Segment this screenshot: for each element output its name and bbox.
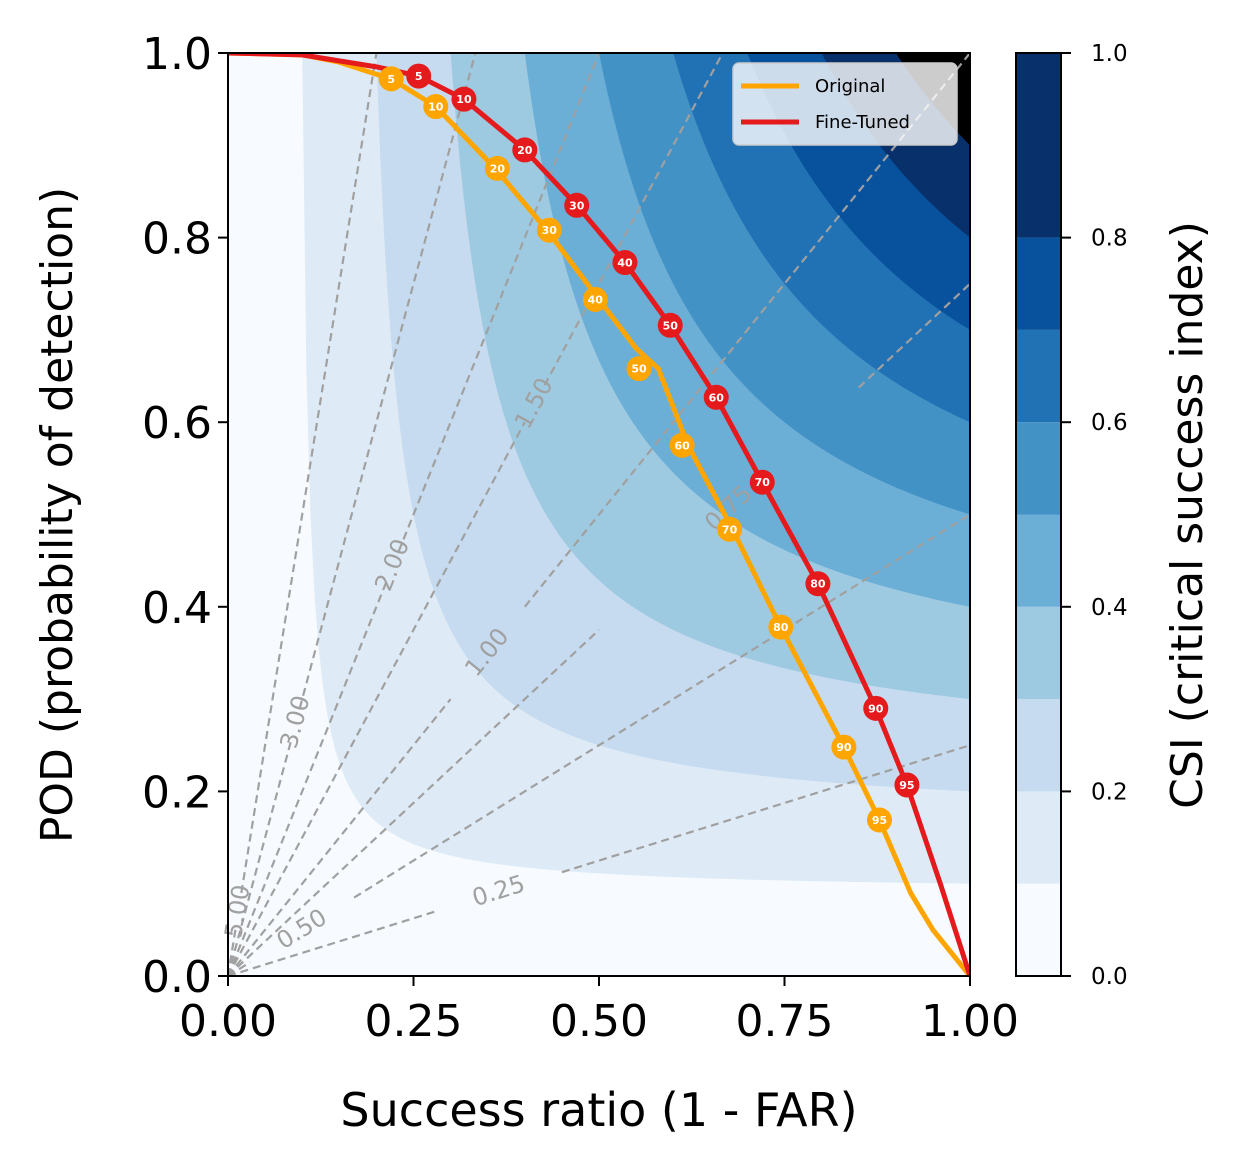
series-marker-label: 20 [490, 162, 506, 175]
colorbar-segment [1016, 53, 1061, 238]
series-marker [612, 250, 638, 276]
series-marker [657, 312, 683, 338]
y-tick-label: 0.0 [142, 952, 212, 1003]
series-marker-label: 5 [415, 70, 423, 83]
colorbar-frame [1015, 52, 1062, 977]
colorbar-tick-label: 0.6 [1091, 410, 1128, 436]
series-marker-label: 50 [631, 363, 647, 376]
series-marker-label: 40 [588, 293, 604, 306]
bias-line [228, 735, 294, 976]
colorbar-segment [1016, 699, 1061, 792]
bias-line [240, 53, 378, 894]
series-marker-label: 80 [810, 578, 826, 591]
y-tick-label: 0.8 [142, 214, 212, 265]
series-marker-label: 30 [542, 224, 558, 237]
bias-line [228, 421, 526, 976]
x-tick-label: 0.00 [179, 996, 277, 1047]
legend-label-original: Original [815, 76, 885, 97]
x-tick-label: 0.50 [550, 996, 648, 1047]
colorbar-tick-label: 0.0 [1091, 964, 1128, 990]
series-marker-label: 95 [872, 814, 887, 827]
series-marker [512, 137, 538, 163]
series-marker [536, 217, 562, 243]
series-marker [805, 571, 831, 597]
y-axis-label: POD (probability of detection) [32, 187, 83, 843]
series-marker [423, 94, 449, 120]
bias-line [228, 629, 600, 976]
colorbar-segment [1016, 237, 1061, 330]
series-marker-label: 60 [709, 391, 725, 404]
x-axis-label: Success ratio (1 - FAR) [340, 1083, 857, 1137]
series-marker-label: 90 [868, 702, 884, 715]
legend: Original Fine-Tuned [732, 62, 958, 146]
colorbar-segment [1016, 791, 1061, 884]
series-marker-label: 20 [517, 144, 533, 157]
bias-line [543, 53, 724, 386]
y-tick-label: 1.0 [142, 29, 212, 80]
y-tick-label: 0.6 [142, 398, 212, 449]
bias-lines [228, 53, 970, 976]
series-marker [378, 66, 404, 92]
colorbar-label: CSI (critical success index) [1162, 221, 1213, 809]
series-marker-label: 95 [899, 779, 914, 792]
series-marker [768, 614, 794, 640]
y-axis: 0.0 0.2 0.4 0.6 0.8 1.0 [142, 29, 228, 1003]
bias-line [298, 53, 477, 709]
bias-line [353, 513, 970, 899]
series-marker-label: 5 [387, 73, 395, 86]
series-marker-label: 60 [674, 439, 690, 452]
series-marker-label: 80 [773, 621, 789, 634]
colorbar-tick-label: 0.4 [1091, 595, 1128, 621]
bias-line [228, 698, 452, 976]
series-marker-label: 70 [755, 476, 771, 489]
x-tick-label: 1.00 [921, 996, 1019, 1047]
colorbar-segment [1016, 606, 1061, 700]
series-marker [582, 286, 608, 312]
colorbar-tick-label: 0.2 [1091, 779, 1128, 805]
colorbar-tick-label: 0.8 [1091, 226, 1128, 252]
series-marker-label: 10 [428, 101, 444, 114]
colorbar: 0.0 0.2 0.4 0.6 0.8 1.0 [1015, 41, 1128, 990]
series-marker [894, 772, 920, 798]
colorbar-segment [1016, 883, 1061, 976]
series-marker [703, 384, 729, 410]
series-marker-label: 40 [617, 257, 633, 270]
series-marker-label: 50 [663, 319, 679, 332]
y-tick-label: 0.2 [142, 767, 212, 818]
series-marker [749, 469, 775, 495]
x-axis: 0.00 0.25 0.50 0.75 1.00 [179, 976, 1019, 1047]
series-marker [866, 807, 892, 833]
series-marker [451, 86, 477, 112]
x-tick-label: 0.75 [736, 996, 834, 1047]
series-marker [564, 192, 590, 218]
series-markers: 5 10 20 30 40 50 60 70 80 90 95 5 10 20 30 40 50 60 70 80 90… [378, 63, 920, 833]
series-marker-label: 70 [722, 523, 738, 536]
bias-line [397, 53, 601, 552]
series-marker-label: 10 [456, 93, 472, 106]
series-marker [863, 695, 889, 721]
colorbar-segment [1016, 422, 1061, 515]
y-tick-label: 0.4 [142, 583, 212, 634]
bias-line [228, 929, 237, 976]
legend-label-fine-tuned: Fine-Tuned [815, 112, 910, 133]
series-marker [831, 734, 857, 760]
series-marker [406, 63, 432, 89]
colorbar-segment [1016, 329, 1061, 423]
colorbar-segment [1016, 514, 1061, 607]
bias-line [228, 910, 437, 976]
series-marker [626, 356, 652, 382]
colorbar-tick-label: 1.0 [1091, 41, 1128, 67]
series-marker [484, 155, 510, 181]
series-marker-label: 90 [836, 741, 852, 754]
series-marker-label: 30 [569, 199, 585, 212]
x-tick-label: 0.25 [365, 996, 463, 1047]
bias-line [228, 578, 389, 976]
series-marker [669, 432, 695, 458]
series-marker [717, 516, 743, 542]
